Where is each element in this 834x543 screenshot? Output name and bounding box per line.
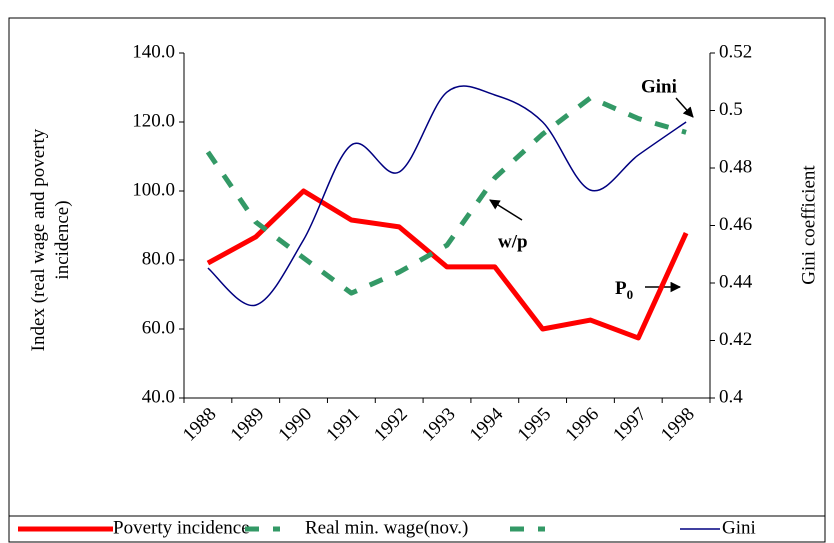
x-tick-label: 1991 — [322, 404, 364, 446]
annotation-text: P — [615, 278, 627, 299]
legend-label: Gini — [722, 517, 756, 538]
y2-tick-label: 0.44 — [719, 271, 753, 292]
annotation: w/p — [498, 231, 528, 252]
x-tick-label: 1997 — [609, 404, 651, 446]
y-axis-label-line: incidence) — [52, 200, 73, 279]
x-tick-label: 1995 — [514, 404, 556, 446]
x-tick-label: 1992 — [370, 404, 412, 446]
y2-tick-label: 0.52 — [719, 41, 752, 62]
annotation-subscript: 0 — [627, 287, 634, 302]
legend-label: Real min. wage(nov.) — [305, 517, 468, 538]
x-tick-label: 1990 — [274, 404, 316, 446]
y-tick-label: 100.0 — [132, 179, 175, 200]
y2-axis-label: Gini coefficient — [798, 165, 819, 285]
series-line — [206, 188, 689, 341]
legend-label: Poverty incidence — [113, 517, 250, 538]
annotation: P0 — [615, 278, 633, 302]
y2-tick-label: 0.42 — [719, 329, 752, 350]
x-tick-label: 1996 — [561, 404, 603, 446]
x-tick-label: 1994 — [466, 403, 508, 445]
annotation-arrow — [489, 199, 523, 221]
annotation-arrow — [675, 97, 694, 118]
y-tick-label: 40.0 — [142, 386, 175, 407]
x-tick-label: 1989 — [227, 404, 269, 446]
y-tick-label: 80.0 — [142, 248, 175, 269]
series-line — [207, 85, 687, 307]
y-tick-label: 140.0 — [132, 41, 175, 62]
y2-tick-label: 0.46 — [719, 214, 752, 235]
y-axis-label-line: Index (real wage and poverty — [28, 128, 49, 351]
y-tick-label: 120.0 — [132, 110, 175, 131]
y2-tick-label: 0.48 — [719, 156, 752, 177]
y2-tick-label: 0.4 — [719, 386, 743, 407]
x-tick-label: 1998 — [657, 404, 699, 446]
y-axis-label: Index (real wage and poverty incidence) — [28, 128, 73, 351]
annotation: Gini — [641, 76, 677, 97]
series-line — [205, 95, 687, 296]
x-tick-label: 1993 — [418, 404, 460, 446]
x-tick-label: 1988 — [179, 404, 221, 446]
y-tick-label: 60.0 — [142, 317, 175, 338]
chart-border — [8, 17, 826, 543]
y2-tick-label: 0.5 — [719, 99, 743, 120]
